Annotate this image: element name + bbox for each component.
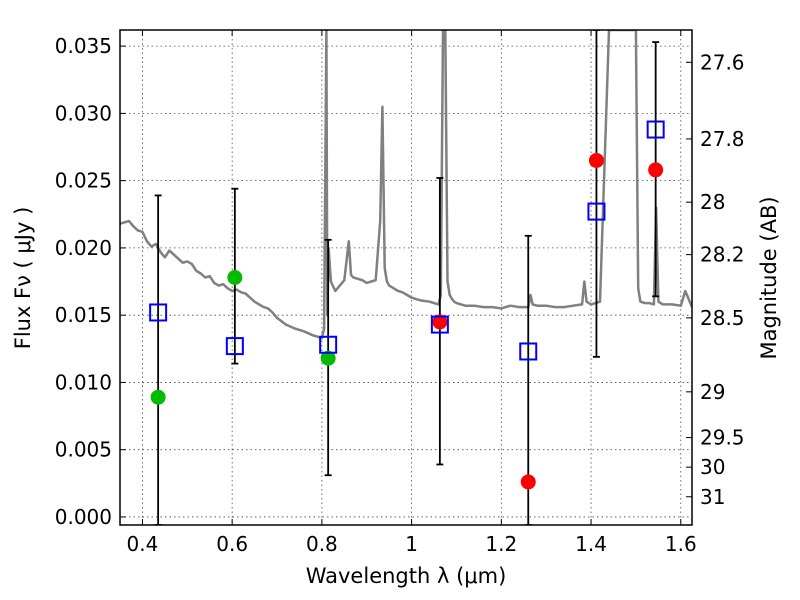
mag-tick-label: 27.6: [700, 50, 745, 74]
model-square-point: [430, 315, 449, 334]
mag-tick-label: 28: [700, 190, 725, 214]
y-tick-label: 0.010: [55, 370, 112, 394]
x-tick-label: 1: [405, 532, 418, 556]
mag-tick-label: 28.2: [700, 243, 745, 267]
mag-tick-label: 29.5: [700, 426, 745, 450]
axes-layer: [119, 29, 693, 526]
y-tick-label: 0.035: [55, 34, 112, 58]
y2-axis-title: Magnitude (AB): [757, 196, 781, 359]
marker-layer: [149, 120, 665, 490]
mag-tick-label: 31: [700, 485, 725, 509]
x-tick-label: 1.2: [485, 532, 517, 556]
x-axis-title: Wavelength λ (μm): [306, 564, 507, 588]
y-tick-label: 0.015: [55, 303, 112, 327]
red-point: [588, 152, 604, 168]
model-square-point: [519, 342, 538, 361]
y-tick-label: 0.025: [55, 169, 112, 193]
mag-tick-label: 29: [700, 380, 725, 404]
x-tick-label: 0.6: [216, 532, 248, 556]
red-point: [520, 474, 536, 490]
red-point: [432, 314, 448, 330]
green-point: [320, 350, 336, 366]
y-tick-label: 0.020: [55, 236, 112, 260]
x-tick-label: 0.8: [306, 532, 338, 556]
model-square-point: [587, 202, 606, 221]
ticks-layer: 0.4 0.6 0.8 1 1.2 1.4 1.6 0.000 0.005 0.010 0.015 0…: [55, 30, 745, 556]
red-point: [648, 162, 664, 178]
model-square-point: [149, 303, 168, 322]
y-tick-label: 0.030: [55, 101, 112, 125]
mag-tick-label: 28.5: [700, 306, 745, 330]
model-spectrum-line: [120, 30, 692, 340]
mag-tick-label: 27.8: [700, 127, 745, 151]
mag-tick-label: 30: [700, 455, 725, 479]
y-tick-label: 0.005: [55, 438, 112, 462]
model-square-point: [319, 335, 338, 354]
y-tick-label: 0.000: [55, 505, 112, 529]
model-square-point: [646, 120, 665, 139]
x-tick-label: 1.4: [575, 532, 607, 556]
x-tick-label: 0.4: [127, 532, 159, 556]
plot-frame: [119, 29, 693, 526]
model-square-point: [225, 337, 244, 356]
y-axis-title: Flux Fν ( μJy ): [11, 207, 35, 350]
green-point: [227, 270, 243, 285]
x-tick-label: 1.6: [665, 532, 697, 556]
model-spectrum-layer: [120, 30, 692, 340]
green-point: [150, 389, 166, 405]
